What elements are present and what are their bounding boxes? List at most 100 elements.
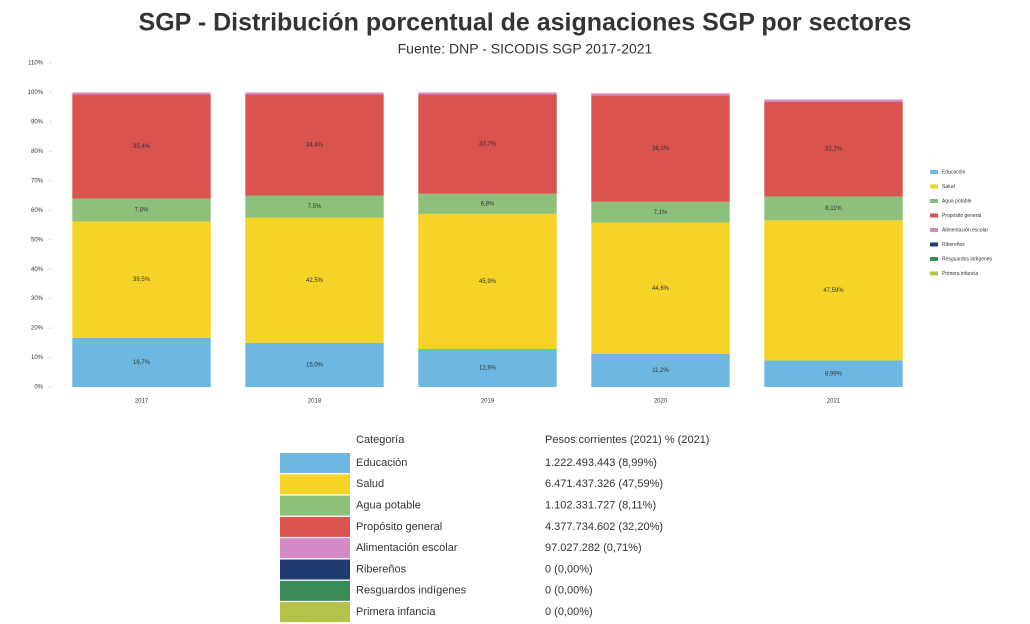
- y-tick-label: 40%: [31, 267, 44, 273]
- data-label: 8,99%: [825, 371, 843, 377]
- table-category: Alimentación escolar: [356, 542, 458, 554]
- table-swatch: [280, 495, 350, 516]
- legend-label: Salud: [942, 184, 955, 190]
- table-category: Salud: [356, 478, 384, 490]
- table-category: Agua potable: [356, 500, 421, 512]
- bar-segment: [245, 92, 384, 95]
- legend-label: Propósito general: [942, 213, 981, 219]
- legend-swatch: [930, 213, 938, 218]
- y-tick-label: 90%: [31, 119, 44, 125]
- table-header: Categoría: [356, 434, 405, 446]
- legend-swatch: [930, 242, 938, 247]
- data-label: 6,8%: [481, 201, 495, 207]
- chart-title: SGP - Distribución porcentual de asignac…: [139, 9, 912, 37]
- y-tick-label: 10%: [31, 355, 44, 361]
- data-label: 34,4%: [306, 142, 324, 148]
- data-label: 15,0%: [306, 362, 324, 368]
- data-label: 39,5%: [133, 277, 151, 283]
- table-value: 4.377.734.602 (32,20%): [545, 521, 663, 533]
- data-label: 35,4%: [133, 144, 151, 150]
- table-swatch: [280, 602, 350, 623]
- data-label: 16,7%: [133, 360, 151, 366]
- bar-segment: [764, 220, 903, 361]
- bar-segment: [418, 193, 557, 214]
- data-label: 42,5%: [306, 278, 324, 284]
- table-category: Propósito general: [356, 521, 442, 533]
- data-label: 12,9%: [479, 366, 497, 372]
- legend-swatch: [930, 271, 938, 276]
- table-value: 0 (0,00%): [545, 606, 593, 618]
- legend-label: Educación: [942, 169, 966, 175]
- table-category: Primera infancia: [356, 606, 436, 618]
- legend-swatch: [930, 170, 938, 174]
- bar-segment: [591, 95, 730, 202]
- legend-swatch: [930, 257, 938, 261]
- data-label: 44,6%: [652, 286, 670, 292]
- data-label: 36,1%: [652, 146, 670, 152]
- bar-segment: [591, 222, 730, 355]
- bar-segment: [418, 349, 557, 387]
- bar-segment: [764, 360, 903, 387]
- table-swatch: [280, 453, 350, 473]
- data-label: 32,2%: [825, 147, 843, 153]
- bar-segment: [245, 94, 384, 196]
- data-label: 7,1%: [654, 210, 668, 216]
- bar-segment: [764, 101, 903, 197]
- x-tick-label: 2017: [135, 399, 149, 405]
- legend-label: Primera infancia: [942, 271, 978, 277]
- legend-label: Resguardos indígenes: [942, 256, 993, 262]
- table-value: 6.471.437.326 (47,59%): [545, 478, 663, 490]
- table-swatch: [280, 538, 350, 559]
- bar-segment: [418, 213, 557, 350]
- y-tick-label: 60%: [31, 208, 44, 214]
- y-tick-label: 30%: [31, 296, 44, 302]
- data-label: 33,7%: [479, 142, 497, 148]
- x-tick-label: 2018: [308, 399, 322, 405]
- legend-label: Alimentación escolar: [942, 227, 988, 233]
- legend-label: Ribereños: [942, 242, 965, 248]
- data-label: 7,8%: [135, 208, 149, 214]
- legend-swatch: [930, 184, 938, 189]
- data-label: 45,9%: [479, 279, 497, 285]
- data-label: 7,5%: [308, 204, 322, 210]
- x-tick-label: 2020: [654, 399, 668, 405]
- bar-segment: [245, 342, 384, 387]
- table-swatch: [280, 474, 350, 495]
- bar-segment: [72, 92, 211, 95]
- y-tick-label: 50%: [31, 237, 44, 243]
- y-tick-label: 20%: [31, 326, 44, 332]
- table-swatch: [280, 516, 350, 537]
- bar-segment: [72, 337, 211, 387]
- table-swatch: [280, 559, 350, 580]
- bar-segment: [418, 92, 557, 95]
- table-value: 0 (0,00%): [545, 563, 593, 575]
- data-label: 47,59%: [823, 288, 844, 294]
- bar-segment: [418, 94, 557, 194]
- data-label: 11,2%: [652, 368, 669, 374]
- table-category: Resguardos indígenes: [356, 585, 467, 597]
- data-label: 8,11%: [825, 206, 842, 212]
- bar-segment: [764, 196, 903, 221]
- bar-segment: [72, 94, 211, 199]
- y-tick-label: 100%: [28, 90, 44, 96]
- chart-subtitle: Fuente: DNP - SICODIS SGP 2017-2021: [398, 41, 653, 57]
- y-tick-label: 70%: [31, 178, 44, 184]
- table-swatch: [280, 580, 350, 601]
- legend-swatch: [930, 228, 938, 232]
- y-tick-label: 80%: [31, 149, 44, 155]
- x-tick-label: 2021: [827, 399, 841, 405]
- table-category: Ribereños: [356, 563, 407, 575]
- table-value: 1.102.331.727 (8,11%): [545, 500, 656, 512]
- bar-segment: [245, 195, 384, 218]
- table-category: Educación: [356, 457, 407, 469]
- table-value: 0 (0,00%): [545, 585, 593, 597]
- bar-segment: [72, 221, 211, 338]
- bar-segment: [591, 354, 730, 387]
- bar-segment: [591, 201, 730, 223]
- bar-segment: [764, 99, 903, 102]
- y-tick-label: 110%: [28, 61, 44, 67]
- bar-segment: [591, 93, 730, 96]
- table-value: 97.027.282 (0,71%): [545, 542, 642, 554]
- legend-swatch: [930, 199, 938, 203]
